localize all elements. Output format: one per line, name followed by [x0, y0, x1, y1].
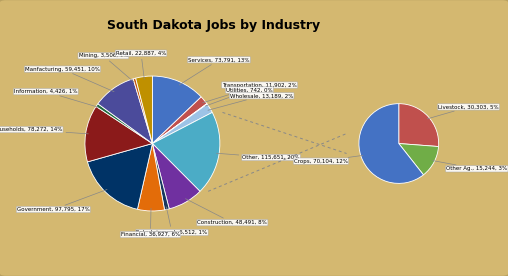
Text: Livestock, 30,303, 5%: Livestock, 30,303, 5% [427, 104, 499, 119]
Text: Retail, 22,887, 4%: Retail, 22,887, 4% [116, 51, 166, 79]
Text: Transportation, 11,902, 2%: Transportation, 11,902, 2% [203, 83, 297, 103]
Wedge shape [152, 104, 207, 144]
Text: Information, 4,426, 1%: Information, 4,426, 1% [14, 89, 99, 107]
Text: South Dakota Jobs by Industry: South Dakota Jobs by Industry [107, 19, 320, 32]
Wedge shape [152, 97, 207, 144]
Wedge shape [98, 79, 152, 144]
Text: Entertainment, 6,512, 1%: Entertainment, 6,512, 1% [136, 207, 207, 235]
Wedge shape [136, 76, 152, 144]
Text: Services, 73,791, 13%: Services, 73,791, 13% [179, 57, 250, 85]
Text: Wholesale, 13,189, 2%: Wholesale, 13,189, 2% [208, 93, 293, 110]
Wedge shape [359, 104, 424, 183]
Wedge shape [85, 107, 152, 162]
Text: Households, 78,272, 14%: Households, 78,272, 14% [0, 127, 88, 134]
Text: Other Ag., 15,244, 3%: Other Ag., 15,244, 3% [432, 161, 507, 171]
Wedge shape [152, 144, 169, 210]
Text: Financial, 36,927, 6%: Financial, 36,927, 6% [121, 208, 180, 237]
Wedge shape [87, 144, 152, 209]
Wedge shape [152, 76, 201, 144]
Text: Other, 115,651, 20%: Other, 115,651, 20% [216, 153, 300, 160]
Wedge shape [152, 112, 220, 191]
Wedge shape [152, 104, 212, 144]
Text: Manfacturing, 59,451, 10%: Manfacturing, 59,451, 10% [25, 67, 114, 92]
Wedge shape [152, 144, 200, 209]
Wedge shape [138, 144, 165, 211]
Text: Construction, 48,491, 8%: Construction, 48,491, 8% [185, 199, 267, 225]
Text: Mining, 3,506, 1%: Mining, 3,506, 1% [79, 53, 134, 82]
Text: Government, 97,795, 17%: Government, 97,795, 17% [17, 190, 107, 212]
Wedge shape [399, 144, 438, 175]
Text: Crops, 70,104, 12%: Crops, 70,104, 12% [294, 155, 363, 164]
Wedge shape [133, 78, 152, 144]
Wedge shape [399, 104, 438, 147]
Wedge shape [96, 104, 152, 144]
Text: Utilities, 742, 0%: Utilities, 742, 0% [205, 87, 273, 106]
